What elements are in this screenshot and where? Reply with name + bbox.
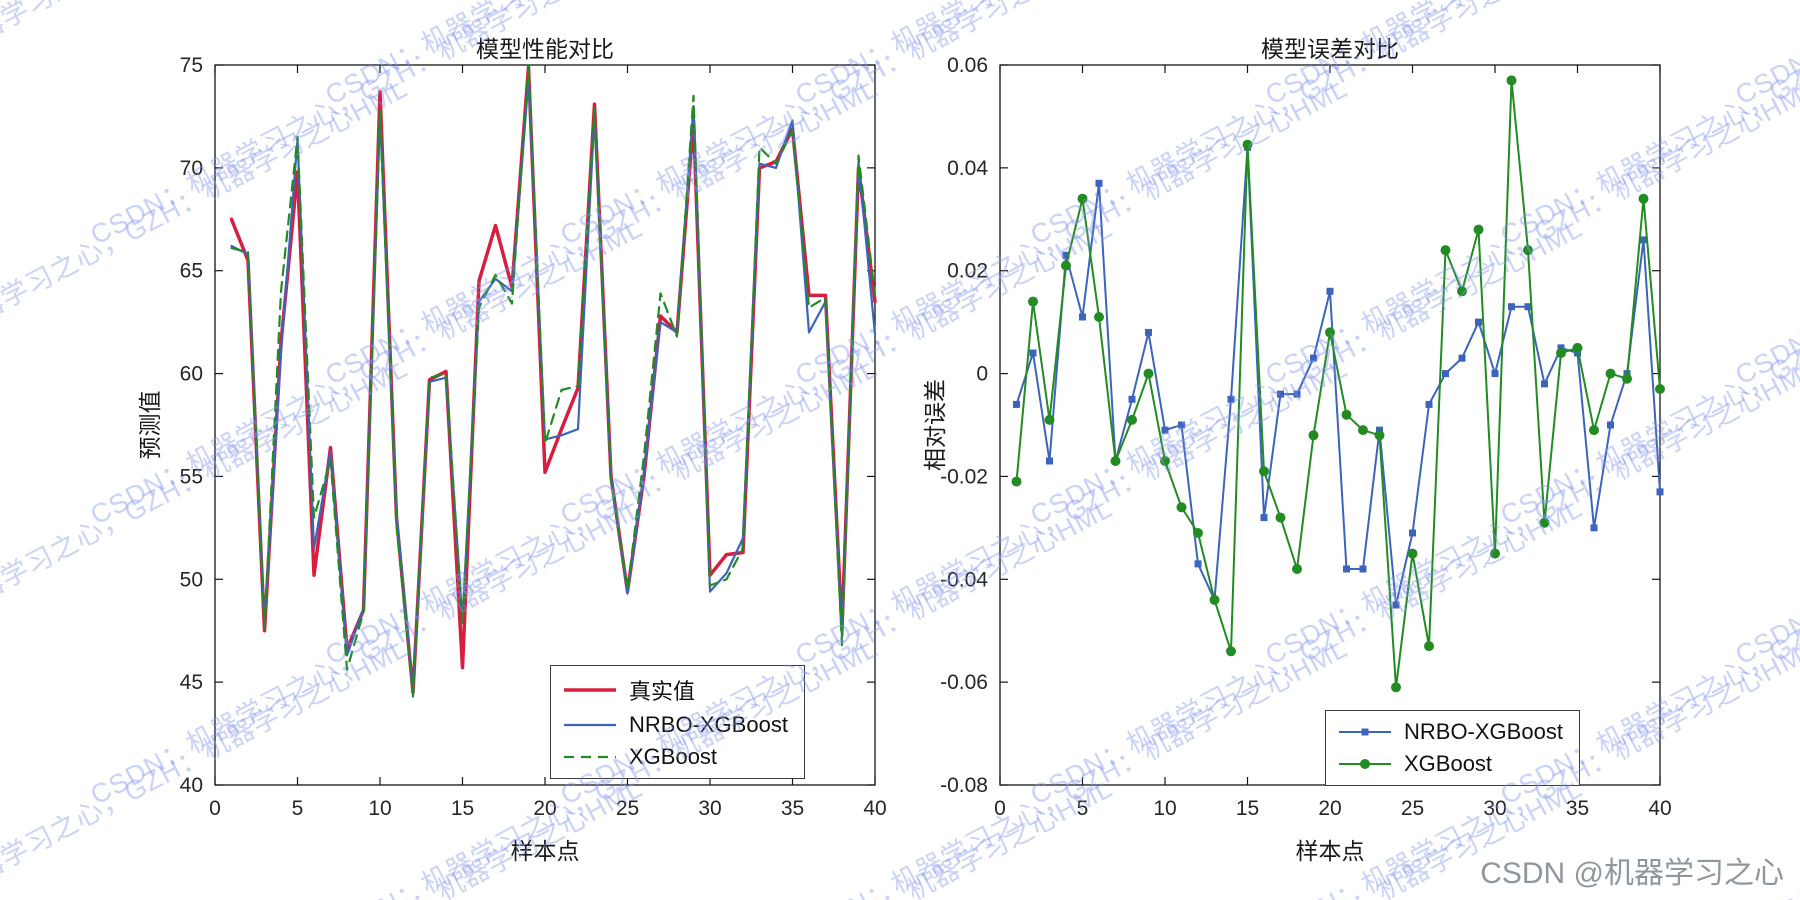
legend-label-error-xgboost: XGBoost [1404,751,1493,776]
svg-text:40: 40 [863,797,886,820]
svg-text:-0.04: -0.04 [940,568,988,591]
svg-text:0: 0 [994,797,1006,820]
svg-text:5: 5 [1077,797,1089,820]
xgboost-circle-marker-swatch [1339,759,1391,769]
legend-label-error-nrbo-xgboost: NRBO-XGBoost [1404,719,1563,744]
svg-text:0: 0 [976,363,988,386]
svg-text:-0.08: -0.08 [940,774,988,797]
performance-chart: 模型性能对比 预测值 0 5 10 15 20 25 30 35 40 40 45 50 55 60 65 7… [120,20,900,880]
xgboost-dashed-line-swatch [564,755,616,759]
error-plot-svg: 0 5 10 15 20 25 30 35 40 -0.08 -0.06 -0.04 -0.02 0 0.0… [940,54,1672,820]
svg-text:0.06: 0.06 [947,54,988,77]
error-x-axis-label: 样本点 [1295,838,1365,864]
watermark-tile: CSDN：机器学习之心，GZH：机器学习之心HML [1727,0,1800,112]
error-legend: NRBO-XGBoost XGBoost [1325,710,1580,786]
svg-text:0.02: 0.02 [947,260,988,283]
legend-item-true-value: 真实值 [561,674,788,706]
legend-item-error-xgboost: XGBoost [1336,751,1563,777]
performance-chart-title: 模型性能对比 [476,36,614,62]
svg-text:40: 40 [1648,797,1671,820]
error-chart-title: 模型误差对比 [1261,36,1399,62]
legend-label-xgboost: XGBoost [629,744,718,769]
legend-item-nrbo-xgboost: NRBO-XGBoost [561,712,788,738]
performance-x-axis-label: 样本点 [510,838,580,864]
svg-text:10: 10 [368,797,391,820]
legend-label-true-value: 真实值 [629,679,696,704]
svg-text:-0.02: -0.02 [940,465,988,488]
legend-item-error-nrbo-xgboost: NRBO-XGBoost [1336,719,1563,745]
svg-text:50: 50 [180,568,203,591]
watermark-tile: CSDN：机器学习之心，GZH：机器学习之心HML [1730,352,1800,671]
svg-text:30: 30 [698,797,721,820]
error-chart: 模型误差对比 相对误差 0 5 10 15 20 25 30 35 40 -0.08 -0.06 -0… [905,20,1685,880]
svg-text:40: 40 [180,774,203,797]
svg-text:55: 55 [180,465,203,488]
legend-item-xgboost: XGBoost [561,744,788,770]
svg-text:45: 45 [180,671,203,694]
svg-text:0: 0 [209,797,221,820]
svg-text:65: 65 [180,260,203,283]
watermark-tile: CSDN：机器学习之心，GZH：机器学习之心HML [1730,72,1800,391]
svg-text:5: 5 [292,797,304,820]
svg-text:60: 60 [180,363,203,386]
corner-watermark: CSDN @机器学习之心 [1480,857,1784,890]
svg-text:35: 35 [1566,797,1589,820]
performance-legend: 真实值 NRBO-XGBoost XGBoost [550,665,805,779]
svg-text:25: 25 [616,797,639,820]
svg-text:15: 15 [451,797,474,820]
nrbo-xgboost-line-swatch [564,723,616,727]
svg-text:25: 25 [1401,797,1424,820]
svg-text:70: 70 [180,157,203,180]
svg-text:20: 20 [533,797,556,820]
true-value-line-swatch [564,688,616,692]
nrbo-xgboost-square-marker-swatch [1339,728,1391,736]
svg-text:10: 10 [1153,797,1176,820]
svg-text:75: 75 [180,54,203,77]
svg-text:35: 35 [781,797,804,820]
svg-text:30: 30 [1483,797,1506,820]
svg-text:15: 15 [1236,797,1259,820]
svg-text:0.04: 0.04 [947,157,988,180]
legend-label-nrbo-xgboost: NRBO-XGBoost [629,712,788,737]
svg-text:-0.06: -0.06 [940,671,988,694]
svg-text:20: 20 [1318,797,1341,820]
